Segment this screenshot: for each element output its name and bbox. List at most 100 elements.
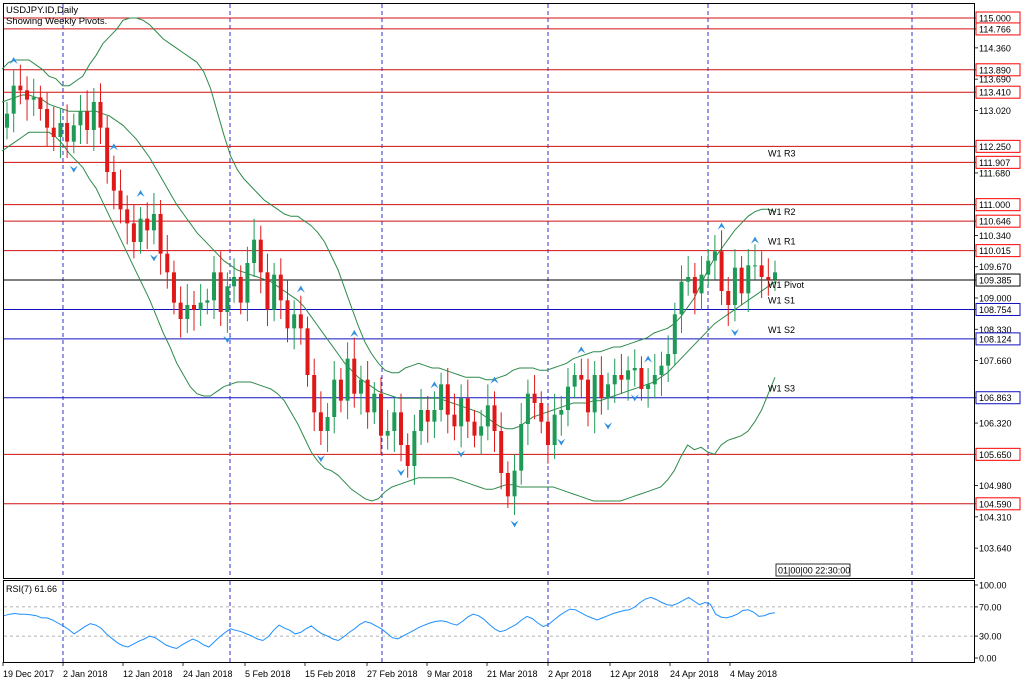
candle-body bbox=[539, 403, 544, 422]
candle-body bbox=[746, 265, 751, 294]
candle bbox=[285, 279, 290, 343]
fractal-down-arrow bbox=[149, 254, 158, 262]
candle bbox=[773, 260, 777, 291]
candle-body bbox=[545, 421, 550, 445]
candle bbox=[98, 83, 103, 144]
candle-body bbox=[372, 393, 377, 413]
price-tick-label: 112.250 bbox=[979, 142, 1011, 152]
candle-body bbox=[626, 370, 631, 380]
price-tick-label: 113.890 bbox=[979, 65, 1011, 75]
candle-body bbox=[512, 470, 517, 497]
candle-body bbox=[686, 277, 691, 282]
bollinger-upper-line bbox=[1, 17, 776, 381]
candle bbox=[345, 342, 350, 420]
candle-body bbox=[559, 410, 564, 415]
candle-body bbox=[178, 302, 183, 319]
candle-body bbox=[58, 123, 63, 137]
candle bbox=[105, 116, 110, 184]
time-axis: 19 Dec 2017 2 Jan 2018 12 Jan 2018 24 Jan 2… bbox=[2, 662, 777, 679]
price-tick-label: 108.330 bbox=[979, 325, 1012, 335]
candle bbox=[385, 410, 390, 450]
price-label-box bbox=[975, 139, 1021, 153]
candle bbox=[38, 85, 43, 121]
candle-body bbox=[385, 431, 390, 436]
price-label-box bbox=[975, 63, 1021, 77]
fractal-up-arrow bbox=[350, 330, 359, 337]
candle bbox=[185, 284, 190, 333]
pivot-label: W1 Pivot bbox=[768, 280, 805, 290]
price-tick-label: 110.646 bbox=[979, 217, 1011, 227]
fractal-up-arrow bbox=[577, 346, 586, 354]
candle-body bbox=[18, 85, 23, 91]
candle bbox=[58, 109, 63, 158]
fractal-up-arrow bbox=[490, 376, 499, 384]
candle bbox=[612, 358, 617, 403]
time-tick-label: 5 Feb 2018 bbox=[245, 669, 291, 679]
candle bbox=[432, 391, 437, 438]
candle-body bbox=[505, 473, 510, 497]
candle bbox=[325, 403, 330, 452]
candle-body bbox=[499, 431, 504, 473]
candle-body bbox=[519, 424, 524, 471]
svg-text:01|00|00 22:30:00: 01|00|00 22:30:00 bbox=[778, 566, 850, 576]
fractal-down-arrow bbox=[316, 455, 325, 462]
candle-body bbox=[31, 97, 36, 100]
candle-body bbox=[679, 281, 684, 315]
candle bbox=[378, 377, 383, 455]
candle-body bbox=[732, 267, 737, 305]
candle-body bbox=[773, 272, 777, 280]
candle bbox=[679, 265, 684, 333]
candle bbox=[472, 410, 477, 448]
fractal-up-arrow bbox=[644, 355, 653, 363]
candle bbox=[158, 200, 163, 275]
candle-body bbox=[185, 305, 190, 319]
candle bbox=[485, 384, 490, 441]
candle bbox=[686, 256, 691, 296]
candle-body bbox=[586, 379, 591, 413]
price-tick-label: 109.000 bbox=[979, 294, 1012, 304]
candle bbox=[125, 195, 130, 245]
price-tick-label: 105.650 bbox=[979, 450, 1012, 460]
fractal-up-arrow bbox=[109, 143, 118, 151]
candle-body bbox=[412, 431, 417, 466]
pivot-label: W1 R3 bbox=[768, 148, 796, 158]
rsi-tick-label: 70.00 bbox=[979, 602, 1002, 612]
candle bbox=[766, 258, 771, 296]
candle-body bbox=[25, 90, 30, 100]
candle-body bbox=[118, 190, 123, 210]
time-tick-label: 12 Apr 2018 bbox=[610, 669, 659, 679]
signal-arrows bbox=[9, 57, 759, 528]
price-tick-label: 111.000 bbox=[979, 200, 1010, 210]
price-label-box bbox=[975, 447, 1021, 461]
price-label-box bbox=[975, 198, 1021, 212]
price-label-box bbox=[975, 22, 1021, 36]
candle-body bbox=[125, 209, 130, 224]
candle bbox=[225, 272, 230, 333]
candle-body bbox=[739, 267, 744, 294]
candle-body bbox=[672, 314, 677, 354]
price-tick-label: 108.754 bbox=[979, 305, 1012, 315]
candle bbox=[71, 113, 76, 154]
candle-body bbox=[85, 111, 90, 130]
candle bbox=[412, 414, 417, 485]
candle-body bbox=[419, 410, 424, 431]
candle-body bbox=[252, 239, 257, 263]
candle-body bbox=[65, 123, 70, 142]
candle bbox=[572, 363, 577, 399]
price-tick-label: 106.320 bbox=[979, 419, 1012, 429]
price-label-box bbox=[975, 214, 1021, 228]
price-tick-label: 113.020 bbox=[979, 106, 1011, 116]
candle bbox=[726, 277, 731, 326]
price-label-box bbox=[975, 155, 1021, 169]
candle-body bbox=[298, 314, 303, 329]
fractal-down-arrow bbox=[223, 336, 232, 343]
price-tick-label: 110.015 bbox=[979, 246, 1011, 256]
candle-body bbox=[766, 277, 771, 280]
candle bbox=[439, 372, 444, 422]
candle bbox=[746, 249, 751, 312]
price-tick-label: 104.590 bbox=[979, 499, 1012, 509]
candle bbox=[606, 372, 611, 410]
candle bbox=[672, 302, 677, 366]
candle bbox=[178, 286, 183, 338]
